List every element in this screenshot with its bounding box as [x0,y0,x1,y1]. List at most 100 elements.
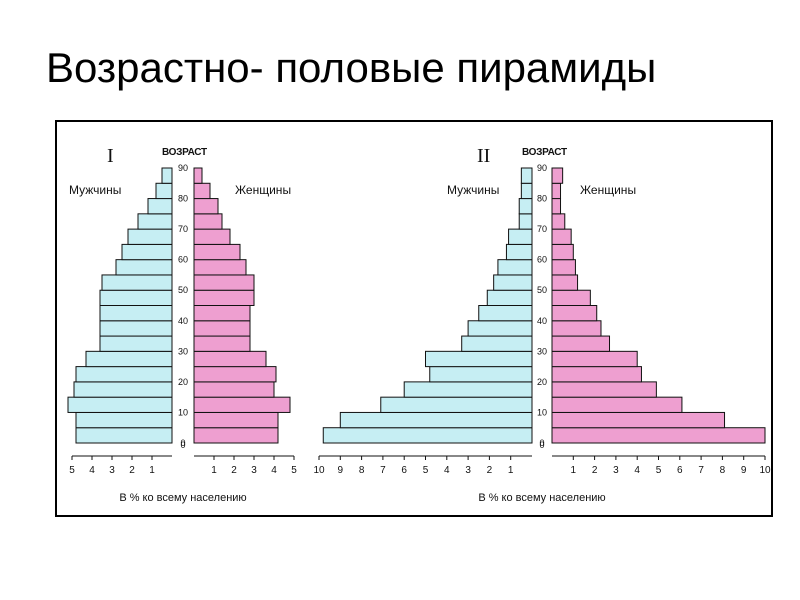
pyramid-1-panel-label: I [107,145,114,167]
pyramid-2-x-tick-left: 4 [444,465,450,476]
pyramid-1-male-bar [147,198,173,215]
pyramid-1-age-tick: 30 [178,346,188,356]
pyramid-1-female-bar [193,182,211,200]
pyramid-1-age-tick: 60 [178,255,188,265]
pyramid-1-x-tick-left: 5 [69,465,75,476]
pyramid-2-x-tick-right: 2 [592,465,598,476]
pyramid-1-male-bar [85,350,173,368]
pyramid-2-male-bar [403,381,533,398]
pyramid-2-x-tick-left: 10 [313,465,325,476]
pyramid-2-female-bar [551,350,638,368]
pyramid-1-female-bar [193,198,219,215]
pyramid-1-male-bar [101,274,173,291]
pyramid-2-female-bar [551,411,726,429]
pyramid-2-age-tick: 50 [537,285,547,295]
pyramid-1-x-tick-left: 1 [149,465,155,476]
pyramid-1-x-tick-right: 5 [291,465,297,476]
pyramid-1-series-name-male: Мужчины [69,183,121,197]
pyramid-1-age-tick: 50 [178,285,188,295]
pyramid-2-x-tick-right: 3 [613,465,619,476]
pyramid-1-female-bar [193,366,277,383]
pyramid-2-male-bar [478,305,533,322]
pyramid-2-x-tick-left: 9 [338,465,344,476]
pyramid-2-x-tick-right: 6 [677,465,683,476]
pyramid-1-x-tick-right: 1 [211,465,217,476]
pyramid-2-male-bar [461,335,533,352]
pyramid-2-age-axis-label: ВОЗРАСТ [522,147,567,158]
pyramid-2-female-bar [551,228,572,245]
pyramid-2-female-bar [551,274,579,291]
pyramid-1-age-tick: 40 [178,316,188,326]
pyramid-1-female-bar [193,396,291,413]
pyramid-2-female-bar [551,381,657,398]
pyramid-2-age-tick: 90 [537,163,547,173]
pyramid-2-age-tick: 70 [537,224,547,234]
pyramid-1-age-tick: 20 [178,377,188,387]
pyramid-1-age-tick: 70 [178,224,188,234]
pyramid-2-male-bar [497,259,533,276]
pyramid-2-x-tick-right: 4 [634,465,640,476]
pyramid-2-male-bar [518,198,533,215]
pyramid-2-male-bar [339,411,533,429]
pyramid-1-female-bar [193,381,275,398]
pyramid-2-age-tick: 60 [537,255,547,265]
pyramid-2-male-bar [505,243,533,261]
chart-frame: I ВОЗРАСТ Мужчины Женщины 0 10 20 30 40 50 60 70 80 9… [55,120,773,517]
pyramid-1-series-name-female: Женщины [235,183,291,197]
pyramid-2-female-bar [551,320,602,337]
pyramid-2-male-bar [380,396,533,413]
pyramid-2-age-tick: 20 [537,377,547,387]
pyramid-1-age-axis-label: ВОЗРАСТ [162,147,207,158]
pyramid-1-x-tick-right: 4 [271,465,277,476]
pyramid-2-female-bar [551,182,562,200]
pyramid-2-female-bar [551,335,611,352]
pyramid-1-male-bar [75,411,173,429]
pyramid-1-male-bar [99,305,173,322]
slide-title: Возрастно- половые пирамиды [46,44,657,91]
pyramid-1-age-tick: 90 [178,163,188,173]
pyramid-2-female-bar [551,198,562,215]
pyramid-2-x-tick-right: 9 [741,465,747,476]
pyramid-1-male-bar [99,335,173,352]
pyramid-2-female-bar [551,259,576,276]
pyramid-2-x-tick-left: 8 [359,465,365,476]
pyramid-2-x-tick-left: 1 [508,465,514,476]
pyramid-2-female-bar [551,396,683,413]
pyramid-1-female-bar [193,167,203,184]
pyramid-2-series-name-male: Мужчины [447,183,499,197]
pyramid-1-female-bar [193,274,255,291]
pyramid-2-female-bar [551,289,591,307]
pyramid-1-female-bar [193,213,223,230]
pyramid-1-male-bar [75,427,173,444]
pyramid-2-x-tick-right: 1 [571,465,577,476]
pyramid-1-age-tick: 80 [178,194,188,204]
pyramid-1-male-bar [99,320,173,337]
pyramid-1-age-tick: 0 [180,438,185,448]
pyramid-1-male-bar [73,381,173,398]
pyramid-1-x-zero: 0 [180,440,185,450]
pyramid-2-female-bar [551,243,574,261]
pyramid-2-series-name-female: Женщины [580,183,636,197]
pyramid-2-x-tick-left: 6 [401,465,407,476]
pyramid-1-female-bar [193,305,251,322]
pyramid-2-x-tick-right: 8 [720,465,726,476]
pyramid-1-male-bar [137,213,173,230]
pyramid-1-female-bar [193,289,255,307]
pyramid-1-x-tick-left: 2 [129,465,135,476]
pyramid-1-male-bar [99,289,173,307]
pyramid-2-male-bar [467,320,533,337]
pyramid-1-male-bar [161,167,173,184]
pyramid-1-female-bar [193,411,279,429]
pyramid-2-female-bar [551,427,766,444]
pyramid-1-x-tick-right: 3 [251,465,257,476]
pyramid-2-age-tick: 0 [539,438,544,448]
pyramid-2-x-tick-left: 5 [423,465,429,476]
pyramid-2-female-bar [551,366,642,383]
pyramid-1-male-bar [67,396,173,413]
pyramid-1-x-axis-label: В % ко всему населению [119,492,246,504]
pyramid-2-male-bar [493,274,533,291]
pyramid-2-male-bar [425,350,533,368]
pyramid-2-x-tick-left: 2 [487,465,493,476]
pyramid-1-female-bar [193,243,241,261]
